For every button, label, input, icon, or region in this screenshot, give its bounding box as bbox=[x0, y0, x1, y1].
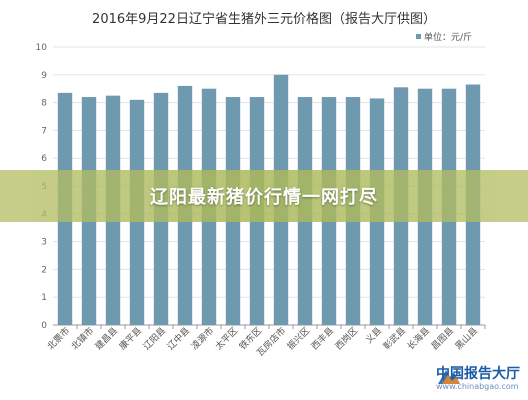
legend-label: 单位：元/斤 bbox=[424, 33, 473, 43]
overlay-banner: 辽阳最新猪价行情一网打尽 bbox=[0, 170, 528, 222]
x-tick-label: 辽中县 bbox=[165, 325, 193, 353]
chart-title: 2016年9月22日辽宁省生猪外三元价格图（报告大厅供图） bbox=[92, 12, 436, 27]
x-tick-label: 黑山县 bbox=[453, 325, 480, 352]
x-tick-label: 振兴区 bbox=[285, 325, 313, 353]
y-tick-label: 6 bbox=[41, 154, 47, 164]
x-tick-label: 西丰县 bbox=[309, 325, 337, 353]
x-tick-label: 彰武县 bbox=[381, 325, 409, 353]
x-tick-label: 北镇市 bbox=[69, 325, 97, 353]
y-tick-label: 1 bbox=[41, 293, 47, 303]
y-tick-label: 9 bbox=[41, 71, 47, 81]
y-tick-label: 7 bbox=[41, 126, 47, 136]
y-tick-label: 3 bbox=[41, 238, 47, 248]
x-tick-label: 义县 bbox=[364, 325, 385, 346]
y-tick-label: 10 bbox=[36, 43, 48, 53]
x-tick-label: 辽阳县 bbox=[141, 325, 168, 352]
x-tick-label: 西岗区 bbox=[333, 325, 360, 352]
chart-legend: 单位：元/斤 bbox=[416, 30, 472, 43]
watermark: 中国报告大厅 www.chinabgao.com bbox=[436, 366, 520, 392]
x-tick-label: 凌源市 bbox=[189, 325, 217, 353]
x-tick-label: 北票市 bbox=[45, 325, 73, 353]
x-tick-label: 建昌县 bbox=[93, 325, 121, 353]
watermark-logo-icon bbox=[438, 370, 460, 384]
banner-title: 辽阳最新猪价行情一网打尽 bbox=[150, 187, 378, 208]
x-tick-label: 太平区 bbox=[213, 325, 241, 353]
x-tick-label: 康平县 bbox=[117, 325, 145, 353]
y-tick-label: 2 bbox=[41, 265, 47, 275]
y-tick-label: 0 bbox=[41, 321, 47, 331]
x-tick-label: 昌图县 bbox=[429, 325, 456, 352]
watermark-url: www.chinabgao.com bbox=[436, 382, 519, 391]
y-tick-label: 8 bbox=[41, 99, 47, 109]
legend-swatch bbox=[416, 34, 421, 39]
x-tick-label: 长海县 bbox=[405, 325, 433, 353]
